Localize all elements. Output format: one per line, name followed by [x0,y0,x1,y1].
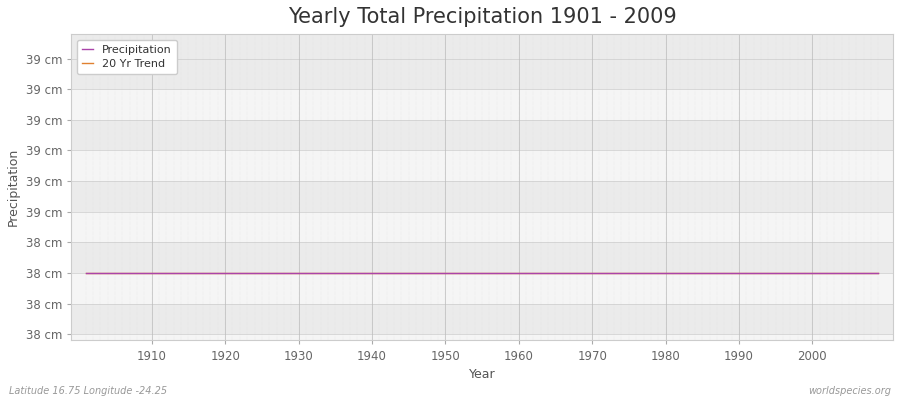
Bar [71,242,893,273]
20 Yr Trend [513,271,524,276]
20 Yr Trend [80,271,91,276]
X-axis label: Year: Year [469,368,495,381]
Bar [71,58,893,89]
20 Yr Trend [301,271,311,276]
Bar [71,120,893,150]
Y-axis label: Precipitation: Precipitation [7,148,20,226]
Precipitation [513,271,524,276]
Precipitation [506,271,517,276]
Precipitation [873,271,884,276]
Bar [71,150,893,181]
Bar [71,304,893,334]
Bar [71,89,893,120]
Legend: Precipitation, 20 Yr Trend: Precipitation, 20 Yr Trend [76,40,177,74]
Precipitation [601,271,612,276]
Precipitation [139,271,149,276]
Bar [71,334,893,340]
20 Yr Trend [873,271,884,276]
Bar [71,273,893,304]
Precipitation [345,271,356,276]
20 Yr Trend [506,271,517,276]
Precipitation [80,271,91,276]
Bar [71,34,893,58]
Precipitation [301,271,311,276]
Bar [71,212,893,242]
Text: Latitude 16.75 Longitude -24.25: Latitude 16.75 Longitude -24.25 [9,386,167,396]
20 Yr Trend [139,271,149,276]
20 Yr Trend [601,271,612,276]
Bar [71,181,893,212]
Text: worldspecies.org: worldspecies.org [808,386,891,396]
20 Yr Trend [345,271,356,276]
Title: Yearly Total Precipitation 1901 - 2009: Yearly Total Precipitation 1901 - 2009 [288,7,677,27]
